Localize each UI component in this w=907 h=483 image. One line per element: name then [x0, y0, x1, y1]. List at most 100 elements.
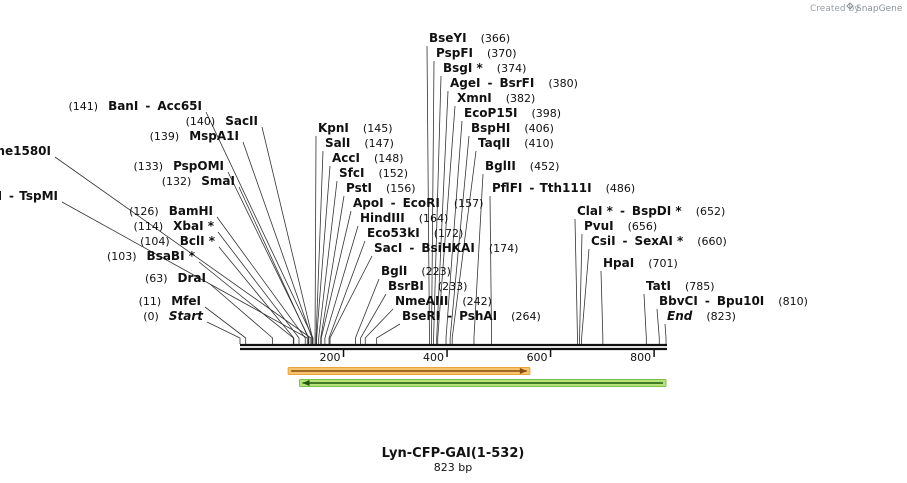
snapgene-brand: SnapGene — [856, 4, 903, 14]
enzyme-name: BsoBI — [0, 189, 2, 203]
site-position: (140) — [186, 115, 216, 128]
site-leader-bseyi — [426, 45, 430, 344]
site-label-agei: AgeI - BsrFI (380) — [450, 76, 578, 90]
enzyme-name: TatI — [646, 279, 671, 293]
site-label-text: (0) Start — [143, 309, 204, 323]
green-feature — [299, 379, 667, 387]
site-leader-sfci — [318, 180, 338, 344]
site-label-hindiii: HindIII (164) — [360, 211, 448, 225]
site-position: (156) — [386, 182, 416, 195]
site-leader-bglii — [473, 173, 484, 344]
enzyme-name: BsiHKAI — [421, 241, 475, 255]
site-label-text: (141) BanI - Acc65I — [68, 99, 202, 113]
ruler-tick-label: 800 — [630, 351, 651, 364]
enzyme-name: SacII — [225, 114, 258, 128]
enzyme-name: SalI — [325, 136, 350, 150]
map-title: Lyn-CFP-GAI(1-532) — [382, 446, 525, 461]
snapgene-logo: SnapGene — [846, 2, 903, 14]
site-position: (398) — [532, 107, 562, 120]
site-leader-bani — [205, 111, 314, 344]
site-leader-bbvci — [656, 308, 660, 344]
site-position: (410) — [524, 137, 554, 150]
site-label-ecop15i: EcoP15I (398) — [464, 106, 561, 120]
enzyme-name: Acc65I — [157, 99, 202, 113]
site-leader-bsgi — [433, 75, 442, 344]
enzyme-name: PflFI — [492, 181, 522, 195]
site-position: (656) — [628, 220, 658, 233]
site-position: (0) — [143, 310, 159, 323]
site-label-kpni: KpnI (145) — [318, 121, 393, 135]
enzyme-name: NmeAIII — [395, 294, 448, 308]
enzyme-name: End — [667, 309, 693, 323]
enzyme-name: CsiI — [591, 234, 616, 248]
site-position: (452) — [530, 160, 560, 173]
enzyme-name: MfeI — [171, 294, 201, 308]
site-label-text: SalI (147) — [325, 136, 394, 150]
site-leader-avai — [61, 201, 308, 344]
enzyme-name: BspDI * — [632, 204, 682, 218]
site-label-start: (0) Start — [143, 309, 204, 323]
enzyme-name: PspFI — [436, 46, 473, 60]
site-label-tati: TatI (785) — [646, 279, 715, 293]
enzyme-name: BglII — [485, 159, 516, 173]
enzyme-name: AccI — [332, 151, 360, 165]
site-label-text: (133) PspOMI — [133, 159, 224, 173]
ruler-tick-label: 400 — [423, 351, 444, 364]
site-label-nmeaiii: NmeAIII (242) — [395, 294, 492, 308]
site-label-text: XmnI (382) — [457, 91, 535, 105]
enzyme-name: SacI — [374, 241, 402, 255]
enzyme-name: DraI — [178, 271, 206, 285]
site-leader-clai — [574, 218, 578, 344]
site-leader-xmni — [437, 105, 456, 344]
site-label-clai: ClaI * - BspDI * (652) — [577, 204, 725, 218]
site-leader-apoi — [320, 210, 352, 344]
enzyme-name: XmnI — [457, 91, 492, 105]
site-label-text: (126) BamHI — [129, 204, 213, 218]
ruler-tick-label: 600 — [527, 351, 548, 364]
enzyme-name: PvuI — [584, 219, 614, 233]
site-position: (132) — [162, 175, 192, 188]
site-leader-pspomi — [227, 171, 310, 344]
site-position: (660) — [697, 235, 727, 248]
enzyme-name: BanI — [108, 99, 138, 113]
enzyme-name: SexAI * — [635, 234, 684, 248]
site-label-bsrbi: BsrBI (233) — [388, 279, 467, 293]
site-label-pvui: PvuI (656) — [584, 219, 657, 233]
site-position: (172) — [434, 227, 464, 240]
enzyme-name: BclI * — [180, 234, 216, 248]
site-label-text: End (823) — [667, 309, 736, 323]
site-leader-sali — [315, 150, 324, 344]
site-label-text: ApoI - EcoRI (157) — [353, 196, 483, 210]
site-label-mfei: (11) MfeI — [139, 294, 201, 308]
site-label-text: PstI (156) — [346, 181, 416, 195]
site-label-text: BbvCI - Bpu10I (810) — [659, 294, 808, 308]
site-label-text: KpnI (145) — [318, 121, 393, 135]
site-leader-end — [664, 323, 667, 344]
site-label-text: BseYI (366) — [429, 31, 510, 45]
enzyme-name: Tth111I — [540, 181, 592, 195]
site-label-bbvci: BbvCI - Bpu10I (810) — [659, 294, 808, 308]
site-label-text: AgeI - BsrFI (380) — [450, 76, 578, 90]
site-label-taqii: TaqII (410) — [478, 136, 554, 150]
site-leader-nmeaiii — [364, 308, 394, 344]
site-leader-bsphi — [449, 135, 470, 344]
map-length: 823 bp — [434, 461, 472, 474]
site-label-bgli: BglI (223) — [381, 264, 451, 278]
site-leader-hindiii — [324, 225, 359, 344]
site-position: (103) — [107, 250, 137, 263]
enzyme-name: TspMI — [19, 189, 58, 203]
site-label-text: (140) SacII — [186, 114, 258, 128]
enzyme-name: HindIII — [360, 211, 405, 225]
site-leader-sacii — [261, 126, 313, 344]
site-label-bglii: BglII (452) — [485, 159, 559, 173]
enzyme-name: XbaI * — [173, 219, 215, 233]
enzyme-name: ClaI * — [577, 204, 614, 218]
enzyme-name: ApoI — [353, 196, 384, 210]
enzyme-name: Start — [169, 309, 204, 323]
site-position: (370) — [487, 47, 517, 60]
site-position: (810) — [778, 295, 808, 308]
site-label-avai: (130)AvaI-XmaI-BsoBI-TspMI — [0, 189, 58, 203]
site-label-psti: PstI (156) — [346, 181, 416, 195]
site-leader-mfei — [204, 306, 247, 344]
